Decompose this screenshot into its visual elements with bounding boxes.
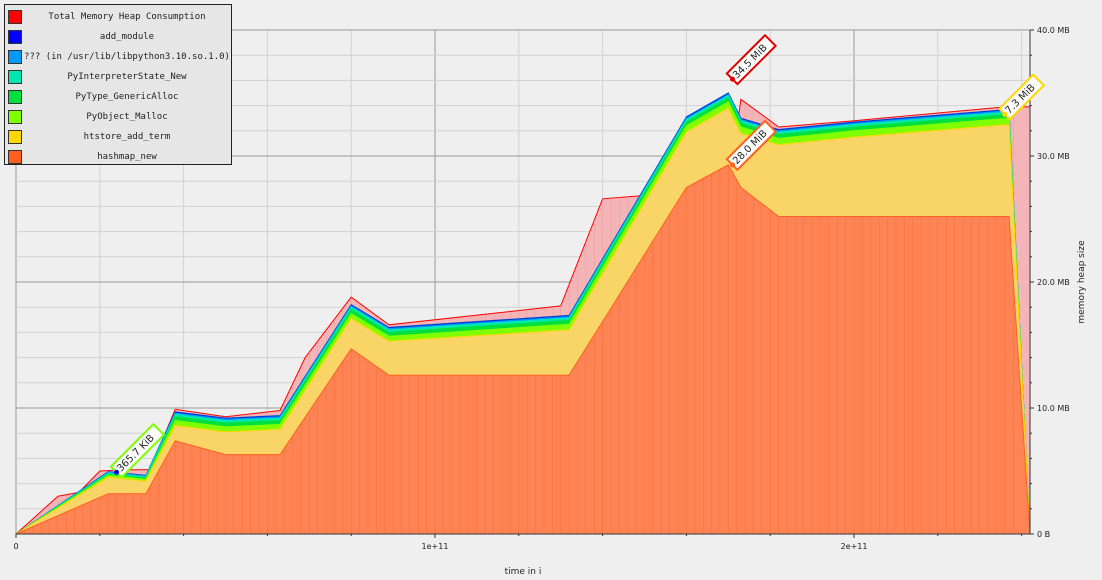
- legend-item-hashmap-new: hashmap_new: [5, 147, 231, 167]
- legend-item-total: Total Memory Heap Consumption: [5, 7, 231, 27]
- legend-swatch-add-module: [8, 30, 22, 44]
- legend-label-total: Total Memory Heap Consumption: [48, 12, 206, 22]
- legend-item-pyinterpreterstate-new: PyInterpreterState_New: [5, 67, 231, 87]
- legend-swatch-pyinterpreterstate-new: [8, 70, 22, 84]
- x-axis-label: time in i: [505, 567, 542, 577]
- legend-swatch-htstore-add-term: [8, 130, 22, 144]
- y-tick-label: 10.0 MB: [1037, 404, 1070, 413]
- legend-swatch-libpython: [8, 50, 22, 64]
- x-tick-label: 2e+11: [841, 542, 868, 551]
- series-areas: [14, 92, 1031, 535]
- annotation-marker: [730, 162, 736, 168]
- legend-swatch-pyobject-malloc: [8, 110, 22, 124]
- x-tick-label: 1e+11: [422, 542, 449, 551]
- annotation-marker: [730, 76, 736, 82]
- legend-label-libpython: ??? (in /usr/lib/libpython3.10.so.1.0): [24, 52, 230, 62]
- y-axis-label: memory heap size: [1077, 240, 1087, 324]
- legend-label-pyinterpreterstate-new: PyInterpreterState_New: [67, 72, 187, 82]
- y-tick-label: 40.0 MB: [1037, 26, 1070, 35]
- legend-item-pyobject-malloc: PyObject_Malloc: [5, 107, 231, 127]
- annotation-marker: [114, 469, 120, 475]
- y-tick-label: 20.0 MB: [1037, 278, 1070, 287]
- y-tick-label: 30.0 MB: [1037, 152, 1070, 161]
- y-tick-label: 0 B: [1037, 530, 1050, 539]
- legend-item-htstore-add-term: htstore_add_term: [5, 127, 231, 147]
- legend-swatch-total: [8, 10, 22, 24]
- ticks: 0 1e+11 2e+11 0 B 10.0 MB 20.0 MB 30.0 MB 40.0 …: [13, 26, 1069, 551]
- legend-swatch-hashmap-new: [8, 150, 22, 164]
- legend: Total Memory Heap Consumption add_module…: [4, 4, 232, 165]
- legend-label-add-module: add_module: [99, 32, 155, 42]
- legend-label-pytype-genericalloc: PyType_GenericAlloc: [75, 92, 179, 102]
- legend-label-hashmap-new: hashmap_new: [97, 152, 157, 162]
- x-tick-label: 0: [13, 542, 18, 551]
- legend-item-add-module: add_module: [5, 27, 231, 47]
- legend-item-pytype-genericalloc: PyType_GenericAlloc: [5, 87, 231, 107]
- legend-swatch-pytype-genericalloc: [8, 90, 22, 104]
- legend-label-htstore-add-term: htstore_add_term: [83, 132, 171, 142]
- legend-label-pyobject-malloc: PyObject_Malloc: [86, 112, 168, 122]
- annotation-marker: [1002, 111, 1008, 117]
- legend-item-libpython: ??? (in /usr/lib/libpython3.10.so.1.0): [5, 47, 231, 67]
